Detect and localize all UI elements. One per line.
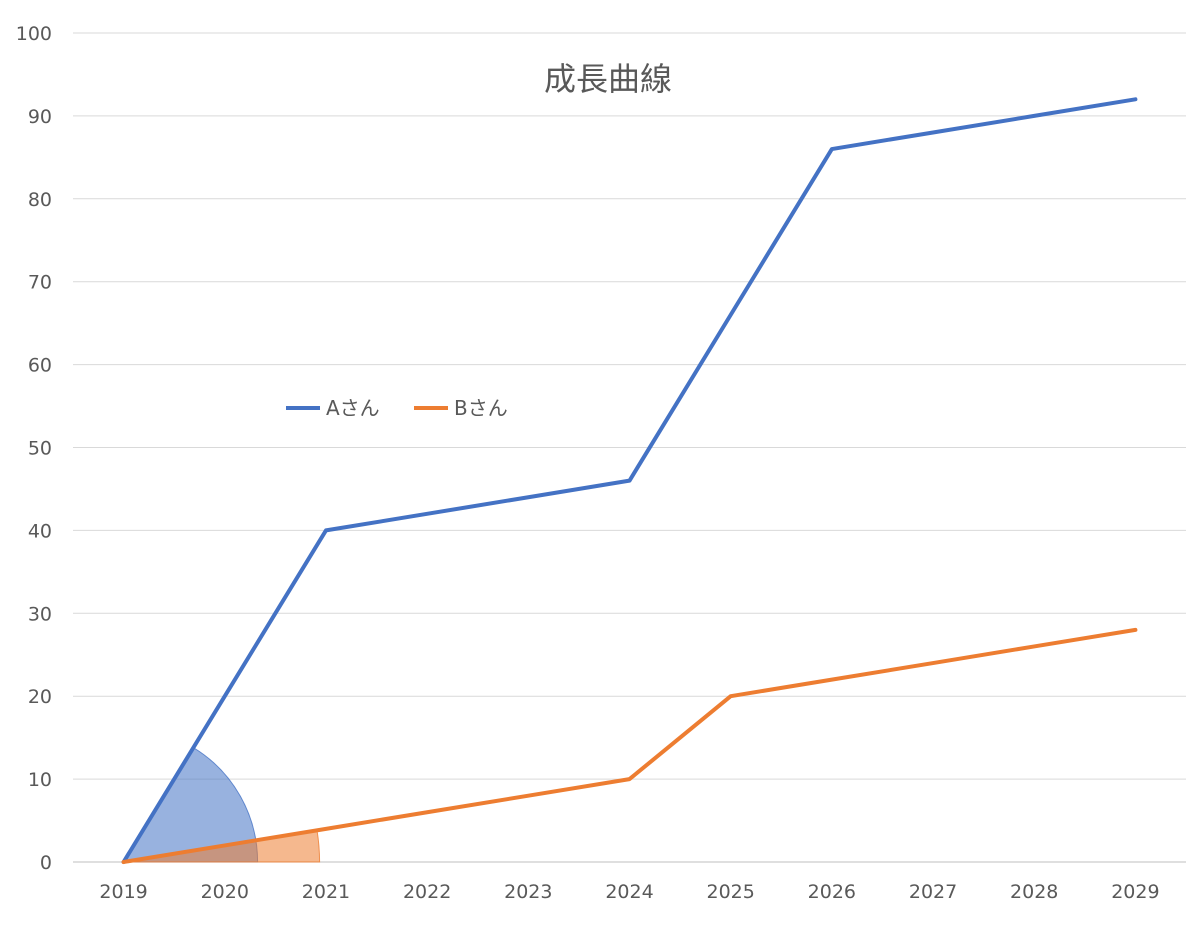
y-tick-label: 0 [40, 852, 52, 874]
legend-label: Aさん [326, 396, 380, 420]
x-tick-label: 2023 [504, 881, 552, 903]
x-tick-label: 2029 [1111, 881, 1159, 903]
series-lines [121, 97, 1138, 864]
series-line-1 [121, 97, 1138, 864]
y-axis-ticks: 0 10 20 30 40 50 60 70 80 90 100 [16, 23, 52, 874]
x-tick-label: 2024 [605, 881, 653, 903]
x-tick-label: 2021 [302, 881, 350, 903]
x-tick-label: 2027 [909, 881, 957, 903]
x-tick-label: 2020 [201, 881, 249, 903]
chart-title: 成長曲線 [544, 60, 672, 98]
legend: Aさん Bさん [286, 396, 508, 420]
x-tick-label: 2025 [707, 881, 755, 903]
x-axis-ticks: 2019 2020 2021 2022 2023 2024 2025 2026 2027 2028… [99, 881, 1159, 903]
y-tick-label: 30 [28, 603, 52, 625]
x-tick-label: 2026 [808, 881, 856, 903]
y-tick-label: 20 [28, 686, 52, 708]
x-tick-label: 2028 [1010, 881, 1058, 903]
x-tick-label: 2022 [403, 881, 451, 903]
series-line-2 [121, 627, 1138, 864]
gridlines [73, 32, 1186, 863]
y-tick-label: 100 [16, 23, 52, 45]
legend-label: Bさん [454, 396, 508, 420]
y-tick-label: 60 [28, 355, 52, 377]
y-tick-label: 90 [28, 106, 52, 128]
y-tick-label: 80 [28, 189, 52, 211]
y-tick-label: 70 [28, 272, 52, 294]
y-tick-label: 50 [28, 438, 52, 460]
y-tick-label: 10 [28, 769, 52, 791]
x-tick-label: 2019 [99, 881, 147, 903]
y-tick-label: 40 [28, 520, 52, 542]
